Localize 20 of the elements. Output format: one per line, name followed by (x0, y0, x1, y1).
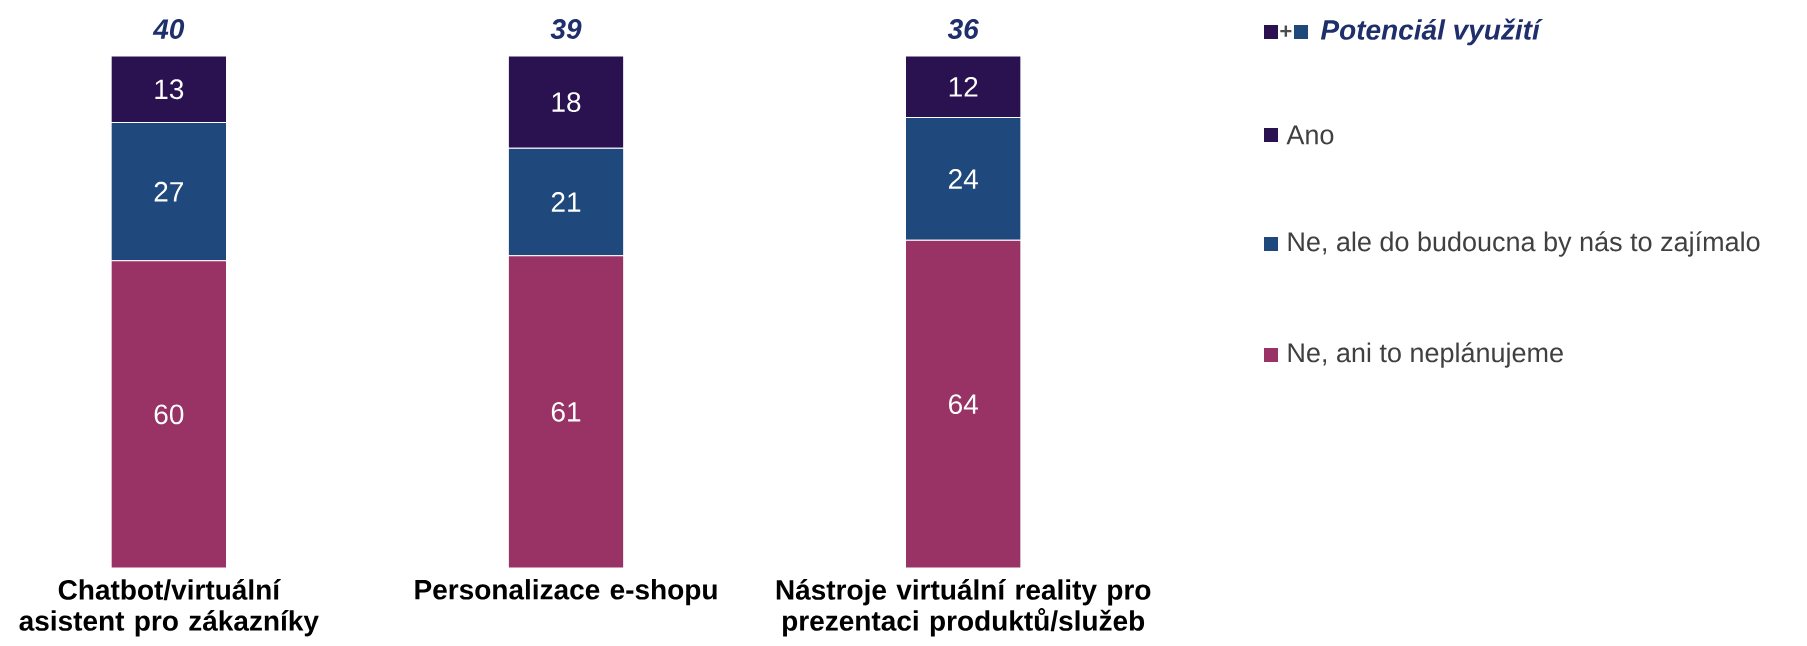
legend-label: Ano (1286, 125, 1334, 145)
legend-label: Ne, ale do budoucna by nás to zajímalo (1288, 231, 1760, 257)
annotation: 40 (152, 19, 185, 39)
data-label: 27 (154, 181, 184, 202)
x-tick-label: Chatbot/virtuální asistent pro zákazníky (19, 579, 319, 637)
legend-label: Ne, ani to neplánujeme (1288, 342, 1563, 368)
x-tick-label: Personalizace e-shopu (415, 579, 717, 606)
data-label: 24 (949, 169, 978, 189)
legend-title: Potenciál využití (1320, 18, 1543, 46)
data-label: 18 (552, 92, 581, 112)
annotation: 39 (550, 19, 582, 39)
data-label: 61 (551, 401, 581, 422)
data-label: 12 (949, 76, 978, 97)
data-label: 21 (551, 192, 581, 212)
data-label: 13 (155, 79, 184, 100)
data-label: 64 (949, 394, 978, 415)
data-label: 60 (154, 404, 184, 425)
text: + (1280, 25, 1292, 37)
x-tick-label: Nástroje virtuální reality pro prezentaci produktů/služeb (776, 579, 1151, 637)
annotation: 36 (947, 19, 979, 39)
